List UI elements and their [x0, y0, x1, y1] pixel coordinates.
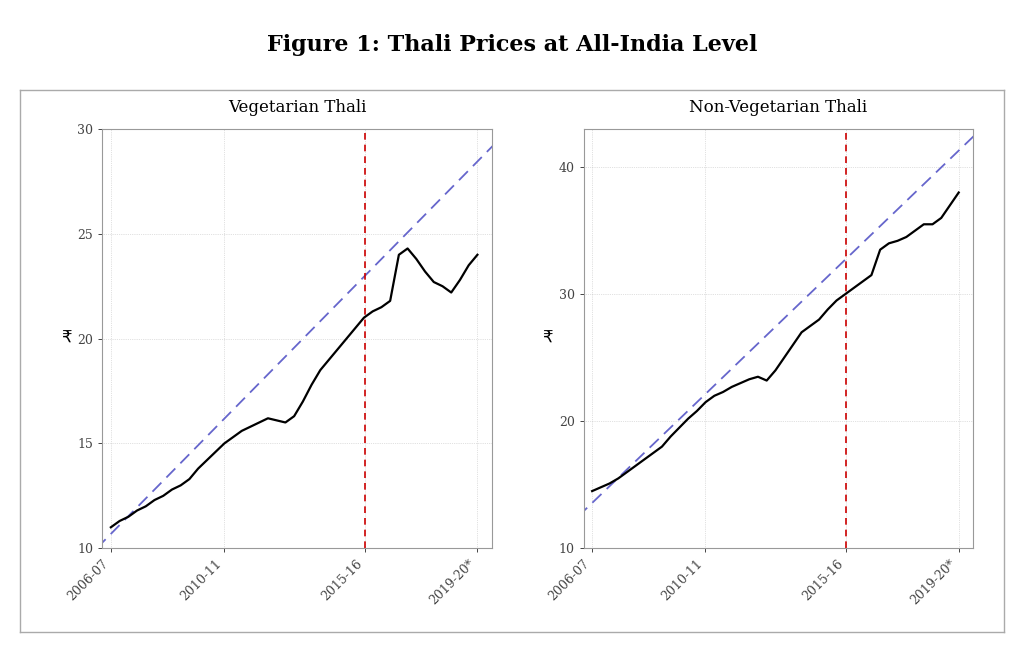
Text: Figure 1: Thali Prices at All-India Level: Figure 1: Thali Prices at All-India Leve…: [267, 34, 757, 56]
Y-axis label: ₹: ₹: [543, 330, 553, 348]
Text: Non-Vegetarian Thali: Non-Vegetarian Thali: [689, 99, 867, 116]
Text: Vegetarian Thali: Vegetarian Thali: [227, 99, 367, 116]
Y-axis label: ₹: ₹: [61, 330, 72, 348]
